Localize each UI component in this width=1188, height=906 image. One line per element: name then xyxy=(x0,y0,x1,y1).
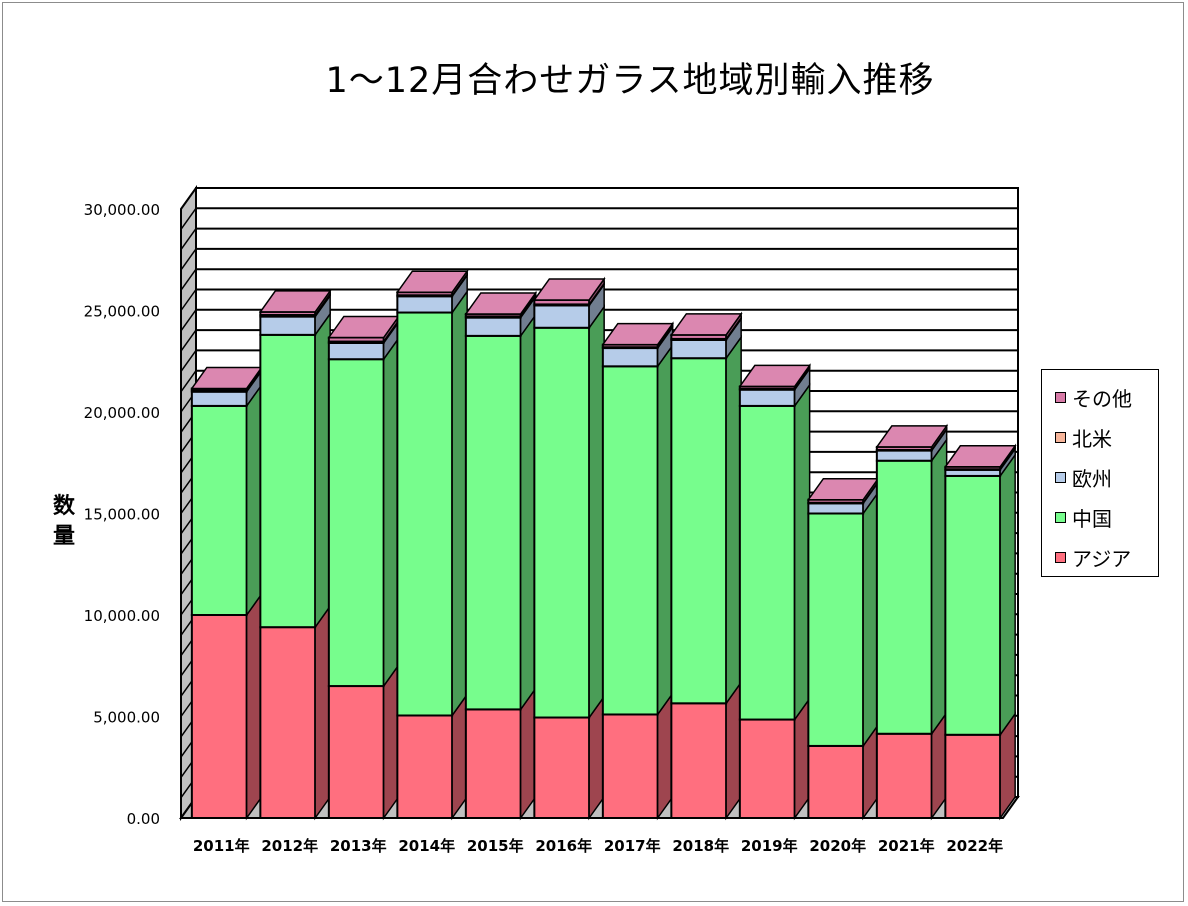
bar-segment xyxy=(738,404,796,721)
bar-segment xyxy=(190,390,248,407)
bar-segment xyxy=(533,716,591,820)
x-tick-label: 2021年 xyxy=(878,837,935,855)
chart-title: 1～12月合わせガラス地域別輸入推移 xyxy=(325,61,935,101)
bar-segment xyxy=(601,713,659,819)
bar-segment xyxy=(327,685,385,819)
bar-segment xyxy=(396,311,454,717)
x-tick-label: 2011年 xyxy=(193,837,250,855)
chart-legend: その他 北米 欧州 中国 アジア xyxy=(1041,369,1159,577)
legend-swatch-europe xyxy=(1055,471,1066,483)
legend-item-china: 中国 xyxy=(1055,505,1112,531)
bar-top xyxy=(258,290,332,313)
y-tick-label: 20,000.00 xyxy=(84,404,160,422)
gridline-side xyxy=(180,370,197,393)
gridline-side xyxy=(180,289,197,311)
bar-segment xyxy=(190,614,248,819)
legend-label-other: その他 xyxy=(1072,386,1132,411)
bar-segment xyxy=(807,512,865,747)
x-tick-label: 2017年 xyxy=(604,837,661,855)
gridline-side xyxy=(180,207,197,230)
gridline-side xyxy=(180,187,197,210)
bar-top xyxy=(532,278,606,301)
y-tick-label: 10,000.00 xyxy=(84,607,160,625)
bar-segment xyxy=(875,449,933,462)
x-tick-label: 2022年 xyxy=(946,837,1003,855)
bar-top xyxy=(875,425,949,448)
bar-top xyxy=(943,445,1017,468)
bar-segment xyxy=(259,626,317,819)
bar-segment xyxy=(259,333,317,629)
bar-top xyxy=(464,292,538,315)
legend-label-china: 中国 xyxy=(1072,506,1112,531)
gridline-side xyxy=(180,329,197,352)
bar-segment xyxy=(738,388,796,407)
gridline-side xyxy=(180,228,197,251)
bar-segment xyxy=(396,295,454,314)
bar-segment xyxy=(464,316,522,337)
bar-segment xyxy=(601,347,659,368)
bar-segment xyxy=(396,714,454,819)
bar-segment xyxy=(738,718,796,819)
x-tick-label: 2013年 xyxy=(330,837,387,855)
legend-swatch-north-america xyxy=(1055,431,1066,443)
legend-label-north-america: 北米 xyxy=(1072,426,1112,451)
bar-segment xyxy=(190,404,248,616)
legend-item-north-america: 北米 xyxy=(1055,425,1112,451)
legend-label-europe: 欧州 xyxy=(1072,466,1112,491)
bar-segment xyxy=(327,358,385,688)
bar-segment xyxy=(670,338,728,360)
bar-segment xyxy=(875,732,933,820)
y-axis-label: 数量 xyxy=(52,494,75,549)
legend-item-europe: 欧州 xyxy=(1055,465,1112,491)
bar-segment xyxy=(259,315,317,336)
legend-item-asia: アジア xyxy=(1055,545,1132,571)
legend-label-asia: アジア xyxy=(1072,546,1132,571)
legend-item-other: その他 xyxy=(1055,385,1132,411)
x-tick-label: 2014年 xyxy=(398,837,455,855)
gridline-side xyxy=(180,248,197,271)
bar-segment xyxy=(875,459,933,735)
y-tick-label: 5,000.00 xyxy=(93,709,160,727)
y-tick-label: 0.00 xyxy=(127,810,160,828)
bar-segment xyxy=(670,357,728,705)
bar-segment xyxy=(464,708,522,820)
bar-segment-side xyxy=(999,452,1016,738)
bar-segment xyxy=(533,326,591,719)
bar-segment xyxy=(807,502,865,515)
bar-top xyxy=(738,364,812,388)
gridline-side xyxy=(180,349,197,372)
bar-segment xyxy=(601,365,659,716)
legend-swatch-china xyxy=(1055,511,1066,523)
bar-segment xyxy=(533,304,591,329)
bar-segment xyxy=(944,733,1002,820)
x-tick-label: 2018年 xyxy=(672,837,729,855)
bar-segment xyxy=(670,702,728,819)
x-tick-label: 2012年 xyxy=(261,837,318,855)
bar-top xyxy=(395,270,469,293)
x-tick-label: 2020年 xyxy=(809,837,866,855)
bar-segment xyxy=(327,341,385,361)
y-tick-label: 15,000.00 xyxy=(84,506,160,524)
legend-swatch-other xyxy=(1055,391,1066,403)
bar-segment xyxy=(807,744,865,819)
gridline-side xyxy=(180,268,197,291)
gridline-side xyxy=(180,309,197,332)
x-tick-label: 2015年 xyxy=(467,837,524,855)
bar-segment xyxy=(464,334,522,711)
legend-swatch-asia xyxy=(1055,551,1066,563)
y-tick-label: 30,000.00 xyxy=(84,201,160,219)
bar-segment xyxy=(944,474,1002,736)
bar-top xyxy=(669,313,743,336)
bar-top xyxy=(601,322,675,346)
x-tick-label: 2019年 xyxy=(741,837,798,855)
y-tick-label: 25,000.00 xyxy=(84,303,160,321)
x-tick-label: 2016年 xyxy=(535,837,592,855)
